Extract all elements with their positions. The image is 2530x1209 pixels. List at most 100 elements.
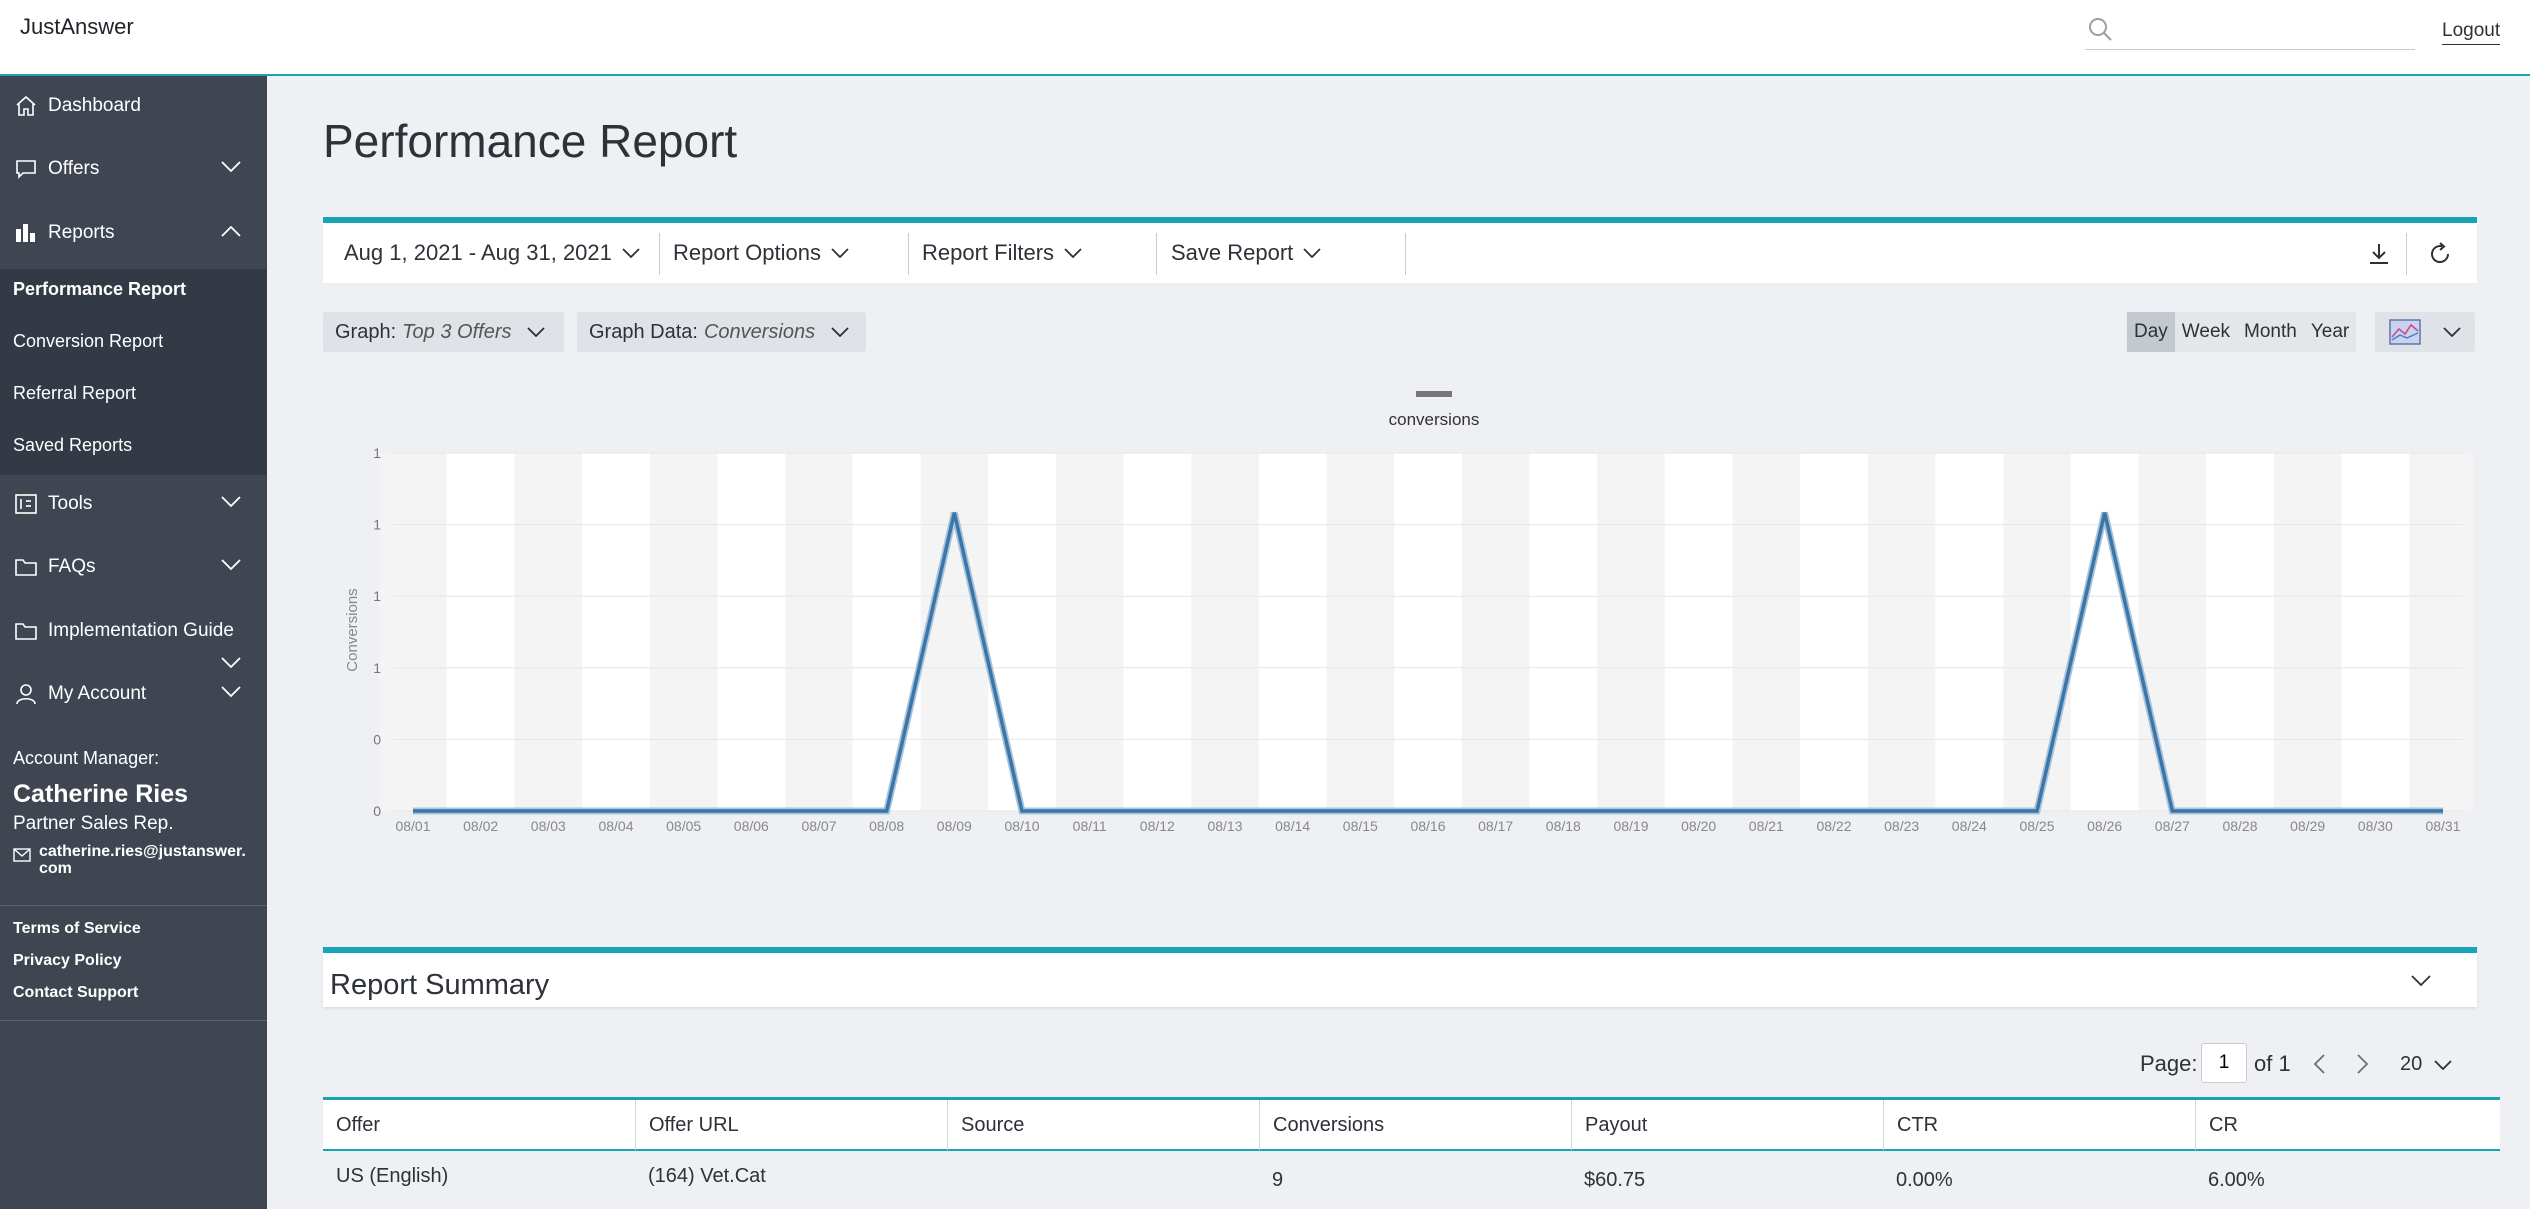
chevron-right-icon[interactable]	[2357, 1054, 2369, 1074]
privacy-policy-link[interactable]: Privacy Policy	[13, 952, 122, 969]
sidebar-item-my-account[interactable]: My Account	[0, 664, 267, 724]
graph-pill-value: Top 3 Offers	[402, 320, 512, 343]
chart-band	[2003, 453, 2071, 811]
sidebar-item-label: Reports	[48, 222, 115, 243]
chart-x-tick-label: 08/20	[1681, 818, 1716, 834]
chevron-down-icon	[831, 248, 849, 258]
per-page-dropdown[interactable]: 20	[2400, 1053, 2452, 1076]
chart-x-tick-label: 08/26	[2087, 818, 2122, 834]
chevron-left-icon[interactable]	[2313, 1054, 2325, 1074]
sidebar-item-label: Dashboard	[48, 95, 141, 116]
column-header-cr[interactable]: CR	[2195, 1100, 2500, 1150]
toolbar-divider	[2406, 233, 2407, 275]
sidebar-subitem-saved-reports[interactable]: Saved Reports	[13, 435, 133, 455]
chat-bubble-icon	[14, 157, 38, 181]
download-icon[interactable]	[2366, 241, 2392, 267]
chart-x-tick-label: 08/12	[1140, 818, 1175, 834]
sidebar-item-offers[interactable]: Offers	[0, 139, 267, 199]
chart-y-axis-label: Conversions	[344, 588, 361, 671]
brand-logo[interactable]: JustAnswer	[20, 14, 134, 39]
save-report-label: Save Report	[1171, 240, 1294, 265]
chart-legend: conversions	[1389, 391, 1479, 429]
sidebar-item-label: Tools	[48, 493, 93, 514]
sidebar-item-dashboard[interactable]: Dashboard	[0, 76, 267, 136]
sidebar-subitem-conversion-report[interactable]: Conversion Report	[13, 331, 164, 351]
search-input[interactable]	[2125, 14, 2410, 48]
date-range-label: Aug 1, 2021 - Aug 31, 2021	[344, 240, 612, 265]
chevron-down-icon	[622, 248, 640, 258]
table-cell-offer: US (English)	[336, 1165, 449, 1187]
chart-x-tick-label: 08/09	[937, 818, 972, 834]
chart-x-tick-label: 08/24	[1952, 818, 1987, 834]
column-header-conversions[interactable]: Conversions	[1259, 1100, 1571, 1150]
chevron-down-icon[interactable]	[2411, 975, 2431, 987]
chart-x-tick-label: 08/03	[531, 818, 566, 834]
page-number-input[interactable]	[2201, 1043, 2247, 1083]
sidebar-subitem-performance-report[interactable]: Performance Report	[13, 279, 187, 299]
column-header-payout[interactable]: Payout	[1571, 1100, 1883, 1150]
chart-x-tick-label: 08/05	[666, 818, 701, 834]
table-cell-cr: 6.00%	[2208, 1168, 2265, 1191]
chart-band	[1191, 453, 1259, 811]
report-toolbar: Aug 1, 2021 - Aug 31, 2021 Report Option…	[323, 217, 2477, 283]
sidebar-subitem-referral-report[interactable]: Referral Report	[13, 383, 137, 403]
sidebar-item-reports[interactable]: Reports	[0, 203, 267, 263]
reports-submenu: Performance Report Conversion Report Ref…	[0, 269, 267, 475]
chart-x-tick-label: 08/30	[2358, 818, 2393, 834]
table-row: US (English) (164) Vet.Cat 9 $60.75 0.00…	[323, 1151, 2500, 1209]
sidebar-item-implementation-guide[interactable]: Implementation Guide	[0, 601, 267, 669]
report-filters-label: Report Filters	[922, 240, 1055, 265]
chart-x-tick-label: 08/17	[1478, 818, 1513, 834]
sidebar-item-faqs[interactable]: FAQs	[0, 537, 267, 597]
chart-x-tick-label: 08/13	[1207, 818, 1242, 834]
column-header-ctr[interactable]: CTR	[1883, 1100, 2195, 1150]
graph-data-pill-value: Conversions	[703, 320, 816, 343]
range-button-month[interactable]: Month	[2244, 321, 2297, 342]
chart-y-tick-label: 1	[373, 445, 381, 461]
contact-support-link[interactable]: Contact Support	[13, 984, 139, 1001]
save-report-dropdown[interactable]: Save Report	[1171, 223, 1321, 283]
report-filters-dropdown[interactable]: Report Filters	[922, 223, 1082, 283]
sidebar-item-label: Implementation Guide	[48, 620, 234, 641]
chart-y-ticks: 0 0 1 1 1 1	[373, 445, 381, 819]
chart-band	[379, 453, 447, 811]
chart-type-dropdown[interactable]	[2375, 312, 2475, 352]
range-button-week[interactable]: Week	[2181, 321, 2231, 342]
toolbar-divider	[1405, 233, 1406, 275]
report-summary-panel[interactable]: Report Summary	[323, 947, 2477, 1007]
graph-type-dropdown[interactable]: Graph: Top 3 Offers	[323, 312, 564, 352]
chart-plot-area	[393, 453, 2463, 811]
folder-icon	[14, 619, 38, 643]
sidebar-item-label: My Account	[48, 683, 147, 704]
account-manager-role: Partner Sales Rep.	[13, 813, 174, 834]
chart-x-tick-label: 08/10	[1004, 818, 1039, 834]
time-range-toggle: Day Week Month Year	[2127, 312, 2357, 352]
sidebar-item-tools[interactable]: Tools	[0, 474, 267, 534]
report-options-label: Report Options	[673, 240, 821, 265]
chart-x-tick-label: 08/25	[2019, 818, 2054, 834]
table-cell-offer-url: (164) Vet.Cat	[648, 1165, 766, 1187]
chart-bands	[379, 453, 2473, 811]
graph-data-dropdown[interactable]: Graph Data: Conversions	[577, 312, 866, 352]
chevron-down-icon	[831, 327, 849, 337]
refresh-icon[interactable]	[2427, 241, 2453, 267]
pager-of-label: of 1	[2254, 1051, 2291, 1076]
range-button-year[interactable]: Year	[2310, 321, 2350, 342]
sidebar-divider	[0, 1020, 267, 1021]
chart-y-tick-label: 0	[373, 803, 381, 819]
chart-band	[649, 453, 718, 811]
range-button-day[interactable]: Day	[2127, 312, 2175, 352]
logout-link[interactable]: Logout	[2442, 20, 2501, 45]
chart-band	[1461, 453, 1530, 811]
chart-y-tick-label: 0	[373, 731, 381, 747]
column-header-source[interactable]: Source	[947, 1100, 1259, 1150]
chart-band	[1055, 453, 1124, 811]
chart-x-tick-label: 08/02	[463, 818, 498, 834]
column-header-offer[interactable]: Offer	[336, 1113, 381, 1136]
terms-of-service-link[interactable]: Terms of Service	[13, 920, 141, 937]
chart-x-tick-label: 08/23	[1884, 818, 1919, 834]
date-range-dropdown[interactable]: Aug 1, 2021 - Aug 31, 2021	[344, 223, 640, 283]
report-options-dropdown[interactable]: Report Options	[673, 223, 849, 283]
column-header-offer-url[interactable]: Offer URL	[635, 1100, 947, 1150]
account-manager-name: Catherine Ries	[13, 780, 189, 808]
